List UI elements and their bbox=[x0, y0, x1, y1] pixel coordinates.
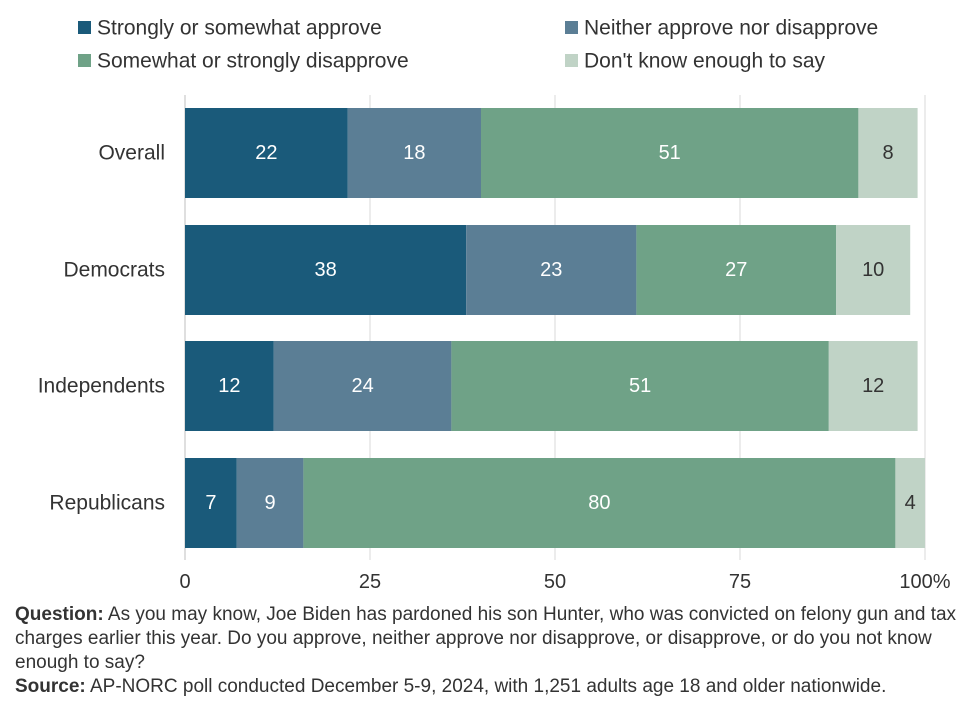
bar-segment bbox=[836, 225, 911, 315]
data-label: 24 bbox=[351, 375, 373, 397]
x-tick-label: 25 bbox=[359, 571, 381, 593]
legend-label: Don't know enough to say bbox=[584, 50, 825, 73]
category-labels: Overall Democrats Independents Republicans bbox=[38, 142, 165, 515]
chart-legend: Strongly or somewhat approve Neither appr… bbox=[78, 17, 878, 73]
bar-segment bbox=[451, 341, 829, 431]
bar-segment bbox=[347, 108, 481, 198]
data-label: 18 bbox=[403, 142, 425, 164]
chart-notes: Question: As you may know, Joe Biden has… bbox=[15, 603, 970, 699]
data-label: 10 bbox=[862, 259, 884, 281]
category-label: Overall bbox=[98, 142, 165, 165]
x-tick-label: 0 bbox=[179, 571, 190, 593]
stacked-bar-chart: Strongly or somewhat approve Neither appr… bbox=[38, 17, 951, 594]
data-label: 4 bbox=[905, 492, 916, 514]
bar-segment bbox=[185, 225, 467, 315]
bar-segment bbox=[273, 341, 452, 431]
question-text: As you may know, Joe Biden has pardoned … bbox=[15, 604, 957, 673]
bar-segment bbox=[828, 341, 918, 431]
source-label: Source: bbox=[15, 676, 86, 697]
source-text: AP-NORC poll conducted December 5-9, 202… bbox=[85, 676, 887, 697]
question-label: Question: bbox=[15, 604, 104, 625]
x-tick-label: 50 bbox=[544, 571, 566, 593]
legend-label: Neither approve nor disapprove bbox=[584, 17, 878, 40]
bar-segment bbox=[185, 458, 237, 548]
data-label: 38 bbox=[314, 259, 336, 281]
bar-segment bbox=[185, 341, 274, 431]
bar-segment bbox=[858, 108, 918, 198]
data-label: 7 bbox=[205, 492, 216, 514]
source-note: Source: AP-NORC poll conducted December … bbox=[15, 675, 970, 699]
data-label: 9 bbox=[265, 492, 276, 514]
data-label: 51 bbox=[659, 142, 681, 164]
data-label: 12 bbox=[862, 375, 884, 397]
legend-label: Strongly or somewhat approve bbox=[97, 17, 382, 40]
legend-swatch bbox=[78, 21, 91, 34]
data-label: 51 bbox=[629, 375, 651, 397]
data-label: 12 bbox=[218, 375, 240, 397]
x-axis-tick-labels: 0 25 50 75 100% bbox=[179, 571, 950, 593]
bar-segment bbox=[303, 458, 896, 548]
x-tick-label: 100% bbox=[899, 571, 950, 593]
data-label: 8 bbox=[882, 142, 893, 164]
data-label: 80 bbox=[588, 492, 610, 514]
bars: 22 18 51 8 38 23 27 10 12 24 51 12 7 9 80 4 bbox=[185, 108, 925, 548]
category-label: Republicans bbox=[49, 492, 165, 515]
x-tick-label: 75 bbox=[729, 571, 751, 593]
bar-segment bbox=[636, 225, 837, 315]
bar-segment bbox=[895, 458, 925, 548]
legend-swatch bbox=[565, 54, 578, 67]
category-label: Democrats bbox=[63, 259, 165, 282]
data-label: 27 bbox=[725, 259, 747, 281]
category-label: Independents bbox=[38, 375, 165, 398]
question-note: Question: As you may know, Joe Biden has… bbox=[15, 603, 970, 675]
legend-swatch bbox=[78, 54, 91, 67]
bar-segment bbox=[185, 108, 348, 198]
legend-swatch bbox=[565, 21, 578, 34]
data-label: 22 bbox=[255, 142, 277, 164]
bar-segment bbox=[466, 225, 637, 315]
data-label: 23 bbox=[540, 259, 562, 281]
bar-segment bbox=[481, 108, 859, 198]
bar-segment bbox=[236, 458, 304, 548]
legend-label: Somewhat or strongly disapprove bbox=[97, 50, 409, 73]
